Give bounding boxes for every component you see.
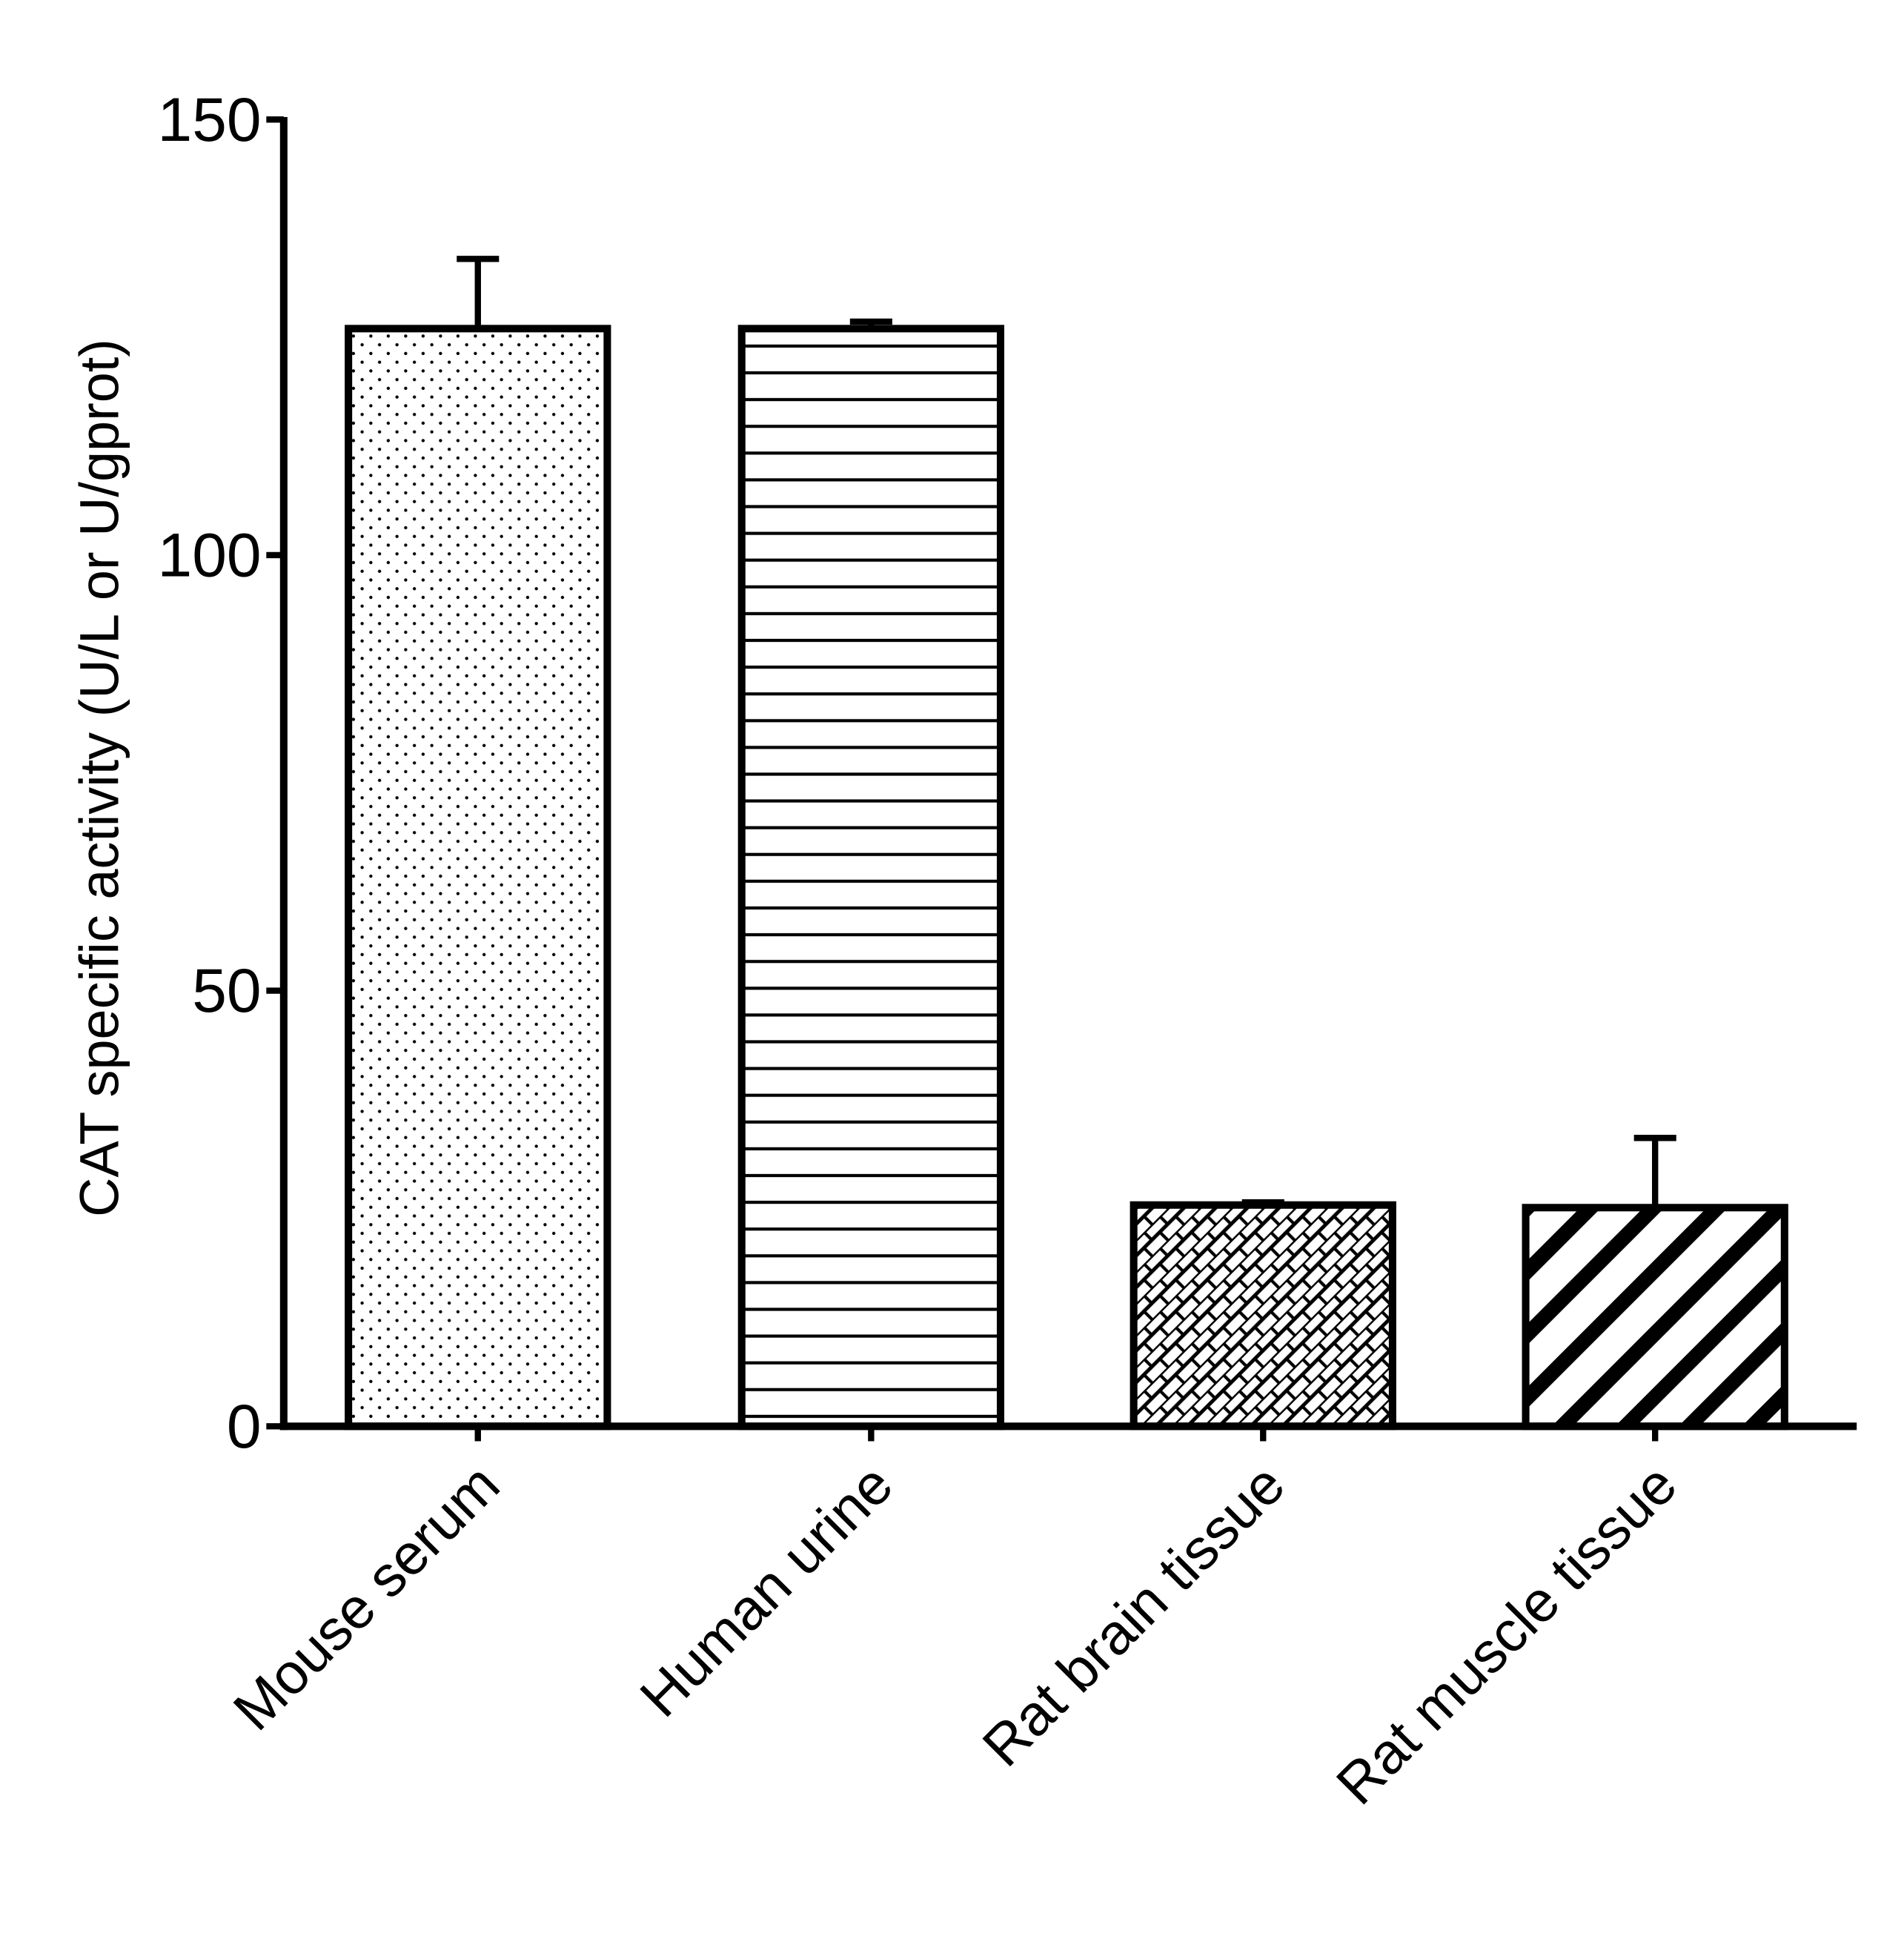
bar-human-urine bbox=[737, 325, 1005, 1431]
x-tick-label: Mouse serum bbox=[222, 1452, 512, 1743]
x-tick-label: Human urine bbox=[628, 1452, 905, 1728]
x-tick-label: Rat muscle tissue bbox=[1324, 1452, 1689, 1817]
x-tick-label: Rat brain tissue bbox=[971, 1452, 1297, 1778]
bar-mouse-serum bbox=[345, 325, 611, 1431]
y-tick-label: 50 bbox=[192, 955, 261, 1025]
bar-rat-muscle-tissue bbox=[1522, 1204, 1788, 1431]
bars-group bbox=[345, 256, 1788, 1431]
y-tick-label: 150 bbox=[158, 84, 262, 154]
y-axis-label: CAT specific activity (U/L or U/gprot) bbox=[69, 339, 130, 1217]
bar-rat-brain-tissue bbox=[1130, 1201, 1396, 1431]
y-tick-label: 0 bbox=[227, 1391, 262, 1461]
y-tick-label: 100 bbox=[158, 520, 262, 589]
